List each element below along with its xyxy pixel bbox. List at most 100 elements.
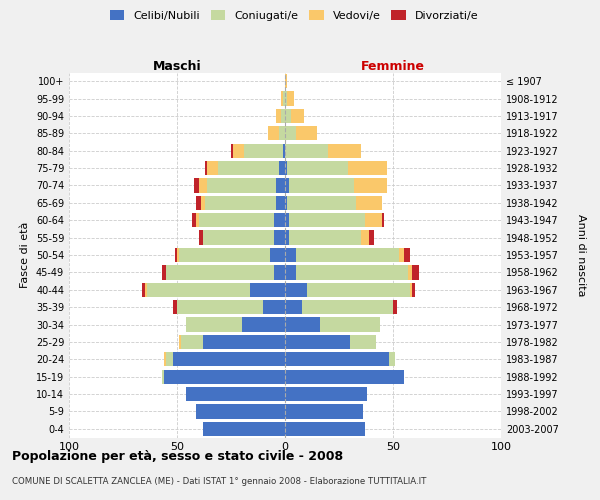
Bar [207, 178, 277, 192]
Bar [166, 352, 173, 366]
Bar [199, 213, 274, 228]
Bar [285, 318, 320, 332]
Text: Maschi: Maschi [152, 60, 202, 72]
Bar [274, 266, 285, 280]
Bar [307, 282, 410, 297]
Bar [285, 92, 287, 106]
Bar [361, 230, 369, 244]
Bar [196, 404, 285, 418]
Bar [320, 318, 380, 332]
Bar [328, 144, 361, 158]
Bar [285, 196, 287, 210]
Bar [287, 92, 293, 106]
Bar [412, 282, 415, 297]
Bar [285, 266, 296, 280]
Bar [356, 196, 382, 210]
Bar [285, 248, 296, 262]
Bar [218, 161, 278, 175]
Bar [179, 248, 270, 262]
Bar [147, 282, 250, 297]
Bar [179, 335, 181, 349]
Bar [285, 335, 350, 349]
Bar [404, 248, 410, 262]
Bar [281, 92, 283, 106]
Text: Popolazione per età, sesso e stato civile - 2008: Popolazione per età, sesso e stato civil… [12, 450, 343, 463]
Bar [285, 370, 404, 384]
Bar [185, 318, 242, 332]
Bar [231, 144, 233, 158]
Bar [278, 161, 285, 175]
Bar [302, 300, 393, 314]
Bar [277, 196, 285, 210]
Bar [277, 178, 285, 192]
Bar [205, 196, 277, 210]
Bar [285, 404, 363, 418]
Bar [242, 318, 285, 332]
Text: Anni di nascita: Anni di nascita [576, 214, 586, 296]
Bar [207, 161, 218, 175]
Bar [287, 196, 356, 210]
Bar [285, 213, 289, 228]
Bar [289, 230, 361, 244]
Bar [365, 213, 382, 228]
Bar [281, 109, 285, 123]
Bar [296, 248, 400, 262]
Bar [285, 230, 289, 244]
Bar [285, 161, 287, 175]
Legend: Celibi/Nubili, Coniugati/e, Vedovi/e, Divorziati/e: Celibi/Nubili, Coniugati/e, Vedovi/e, Di… [105, 6, 483, 25]
Bar [185, 387, 285, 401]
Bar [162, 370, 164, 384]
Bar [285, 74, 287, 88]
Bar [205, 161, 207, 175]
Bar [285, 144, 328, 158]
Bar [393, 300, 397, 314]
Bar [274, 213, 285, 228]
Bar [285, 300, 302, 314]
Bar [162, 266, 166, 280]
Bar [354, 178, 386, 192]
Bar [389, 352, 395, 366]
Bar [175, 248, 177, 262]
Bar [410, 282, 412, 297]
Bar [142, 282, 145, 297]
Bar [285, 126, 296, 140]
Bar [263, 300, 285, 314]
Bar [285, 109, 292, 123]
Bar [270, 248, 285, 262]
Bar [173, 352, 285, 366]
Bar [199, 178, 207, 192]
Bar [278, 126, 285, 140]
Bar [233, 144, 244, 158]
Bar [292, 109, 304, 123]
Bar [244, 144, 283, 158]
Bar [400, 248, 404, 262]
Bar [268, 126, 278, 140]
Bar [164, 352, 166, 366]
Bar [347, 161, 386, 175]
Bar [203, 230, 274, 244]
Bar [203, 335, 285, 349]
Bar [285, 387, 367, 401]
Bar [177, 248, 179, 262]
Bar [285, 282, 307, 297]
Bar [285, 352, 389, 366]
Bar [199, 230, 203, 244]
Bar [277, 109, 281, 123]
Bar [173, 300, 177, 314]
Bar [412, 266, 419, 280]
Bar [192, 213, 196, 228]
Bar [283, 92, 285, 106]
Text: Femmine: Femmine [361, 60, 425, 72]
Bar [285, 178, 289, 192]
Bar [289, 178, 354, 192]
Bar [181, 335, 203, 349]
Bar [296, 266, 408, 280]
Bar [164, 370, 285, 384]
Bar [408, 266, 412, 280]
Bar [196, 196, 201, 210]
Bar [196, 213, 199, 228]
Bar [382, 213, 385, 228]
Bar [283, 144, 285, 158]
Bar [201, 196, 205, 210]
Bar [369, 230, 374, 244]
